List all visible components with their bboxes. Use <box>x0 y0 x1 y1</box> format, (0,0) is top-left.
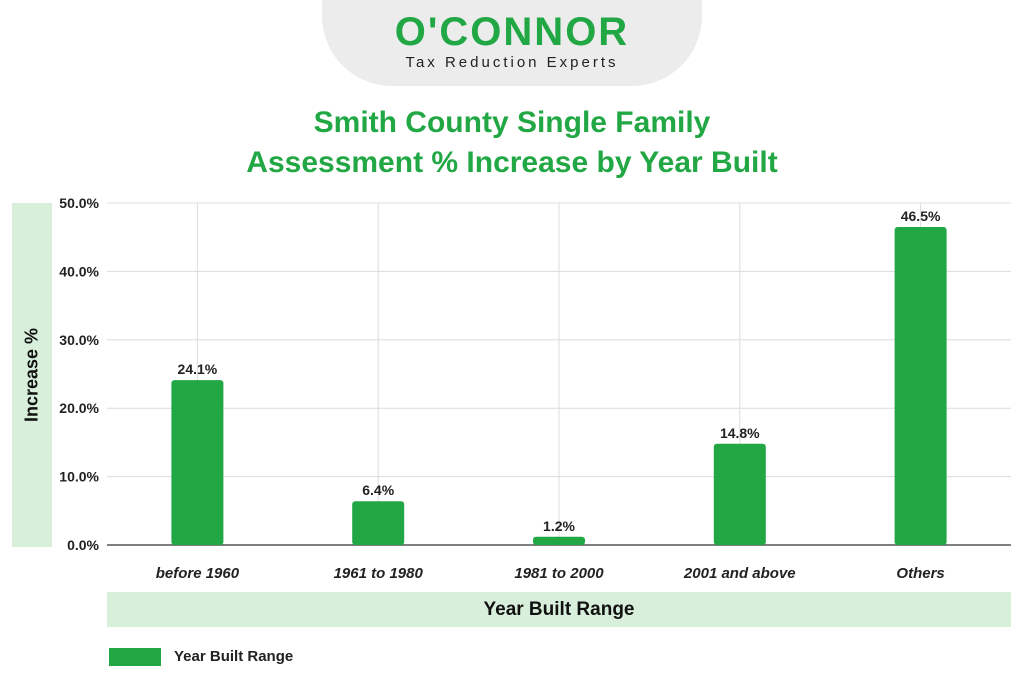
x-tick-label: before 1960 <box>156 565 240 582</box>
y-tick-label: 10.0% <box>59 469 99 485</box>
data-label: 24.1% <box>178 361 218 377</box>
bar <box>713 443 766 545</box>
chart-title-line-1: Smith County Single Family <box>313 106 711 139</box>
data-label: 14.8% <box>720 425 760 441</box>
x-axis-label-band <box>107 592 1011 627</box>
x-tick-label: 2001 and above <box>683 565 796 582</box>
brand-logo: O'CONNOR <box>394 10 630 54</box>
data-label: 1.2% <box>543 518 575 534</box>
x-axis-label: Year Built Range <box>483 599 635 620</box>
y-axis-label-band <box>12 203 52 547</box>
legend-swatch <box>109 648 161 666</box>
y-tick-label: 0.0% <box>67 537 99 553</box>
brand-tagline: Tax Reduction Experts <box>405 54 619 71</box>
bar <box>171 380 224 545</box>
x-tick-label: Others <box>896 565 944 582</box>
bar <box>352 501 405 545</box>
y-tick-label: 30.0% <box>59 332 99 348</box>
x-tick-label: 1981 to 2000 <box>514 565 604 582</box>
logo-background <box>322 0 702 86</box>
y-tick-label: 20.0% <box>59 400 99 416</box>
bar <box>894 226 947 545</box>
x-tick-label: 1961 to 1980 <box>334 565 424 582</box>
chart-title-line-2: Assessment % Increase by Year Built <box>246 146 778 179</box>
data-label: 46.5% <box>901 208 941 224</box>
legend-label: Year Built Range <box>174 648 294 665</box>
bar <box>533 536 585 545</box>
y-tick-label: 40.0% <box>59 263 99 279</box>
y-tick-label: 50.0% <box>59 195 99 211</box>
data-label: 6.4% <box>362 482 394 498</box>
